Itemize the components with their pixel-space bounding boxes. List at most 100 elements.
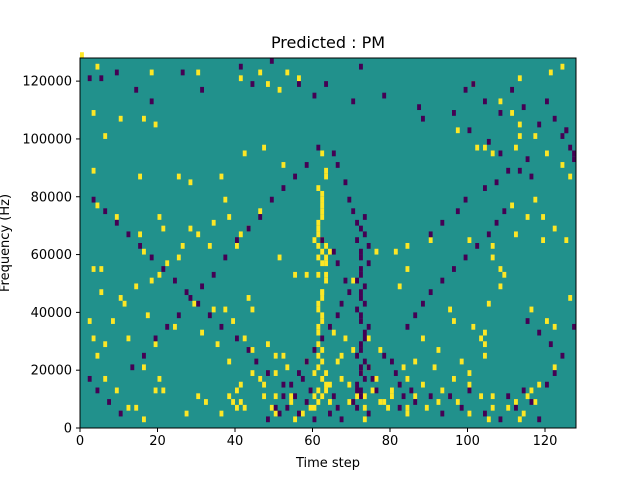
- heatmap-cell-positive: [114, 387, 119, 394]
- heatmap-cell-positive: [258, 375, 263, 382]
- heatmap-cell-positive: [452, 375, 456, 382]
- plot-frame: [79, 57, 577, 429]
- heatmap-cell-negative: [564, 127, 569, 134]
- heatmap-cell-negative: [196, 300, 201, 307]
- heatmap-cell-positive: [293, 271, 298, 278]
- heatmap-cell-positive: [339, 352, 344, 359]
- heatmap-cell-positive: [347, 381, 352, 388]
- heatmap-cell-negative: [200, 86, 205, 93]
- heatmap-cell-positive: [316, 364, 321, 371]
- heatmap-cell-positive: [320, 289, 325, 296]
- heatmap-cell-negative: [359, 341, 363, 348]
- heatmap-cell-positive: [200, 329, 205, 336]
- heatmap-cell-negative: [355, 387, 360, 394]
- heatmap-cell-negative: [211, 271, 216, 278]
- heatmap-cell-negative: [393, 370, 398, 376]
- heatmap-cell-positive: [486, 416, 491, 423]
- heatmap-cell-positive: [483, 352, 487, 359]
- heatmap-cell-negative: [258, 214, 263, 220]
- heatmap-cell-negative: [126, 231, 131, 238]
- heatmap-cell-positive: [397, 283, 402, 290]
- heatmap-cell-negative: [343, 179, 348, 186]
- heatmap-cell-negative: [572, 150, 577, 157]
- heatmap-cell-positive: [277, 86, 282, 93]
- heatmap-cell-positive: [196, 69, 201, 76]
- heatmap-cell-positive: [320, 358, 325, 365]
- heatmap-cell-positive: [459, 358, 464, 365]
- heatmap-cell-positive: [235, 387, 239, 394]
- heatmap-cell-negative: [281, 393, 286, 400]
- heatmap-cell-positive: [529, 306, 534, 313]
- heatmap-cell-negative: [188, 295, 193, 301]
- heatmap-cell-negative: [161, 266, 166, 272]
- heatmap-cell-positive: [320, 393, 325, 400]
- heatmap-cell-negative: [304, 358, 309, 365]
- x-tick-label: 100: [455, 434, 480, 449]
- heatmap-cell-positive: [231, 318, 236, 324]
- y-tick-label: 40000: [31, 306, 72, 321]
- heatmap-cell-positive: [176, 254, 181, 261]
- heatmap-cell-positive: [87, 318, 92, 324]
- heatmap-cell-negative: [238, 63, 243, 70]
- heatmap-cell-positive: [347, 399, 352, 405]
- heatmap-cell-positive: [498, 98, 503, 105]
- heatmap-cell-negative: [370, 375, 375, 382]
- heatmap-cell-positive: [428, 237, 433, 243]
- heatmap-cell-positive: [560, 63, 565, 70]
- heatmap-cell-negative: [537, 416, 542, 423]
- heatmap-cell-positive: [525, 393, 530, 400]
- heatmap-cell-positive: [366, 335, 371, 342]
- heatmap-cell-negative: [324, 81, 329, 87]
- heatmap-cell-negative: [173, 277, 177, 284]
- heatmap-cell-negative: [359, 225, 363, 232]
- heatmap-cell-positive: [483, 329, 487, 336]
- heatmap-cell-negative: [498, 416, 503, 423]
- heatmap-cell-negative: [293, 173, 298, 180]
- heatmap-cell-negative: [331, 150, 336, 157]
- heatmap-cell-negative: [138, 243, 143, 249]
- heatmap-cell-negative: [421, 115, 425, 122]
- heatmap-cell-positive: [316, 219, 321, 226]
- heatmap-cell-positive: [316, 323, 321, 330]
- heatmap-cell-negative: [142, 352, 146, 359]
- heatmap-cell-positive: [324, 173, 329, 180]
- heatmap-cell-positive: [246, 295, 251, 301]
- heatmap-cell-negative: [250, 81, 255, 87]
- heatmap-cell-negative: [273, 404, 278, 411]
- heatmap-cell-positive: [545, 318, 549, 324]
- heatmap-cell-positive: [99, 289, 104, 296]
- heatmap-cell-negative: [359, 271, 363, 278]
- heatmap-cell-negative: [335, 162, 340, 168]
- heatmap-cell-negative: [413, 312, 418, 319]
- heatmap-cell-negative: [545, 381, 549, 388]
- heatmap-cell-positive: [134, 404, 139, 411]
- heatmap-cell-negative: [560, 352, 565, 359]
- heatmap-cell-negative: [397, 381, 402, 388]
- heatmap-cell-positive: [483, 144, 487, 151]
- heatmap-cell-positive: [316, 399, 321, 405]
- heatmap-cell-positive: [490, 393, 495, 400]
- heatmap-cell-negative: [114, 69, 119, 76]
- heatmap-cell-positive: [91, 167, 96, 174]
- heatmap-cell-negative: [483, 410, 487, 417]
- heatmap-cell-negative: [428, 393, 433, 400]
- heatmap-cell-positive: [149, 277, 154, 284]
- heatmap-cell-positive: [308, 404, 313, 411]
- heatmap-cell-positive: [273, 370, 278, 376]
- heatmap-cell-negative: [374, 387, 379, 394]
- heatmap-cell-positive: [320, 202, 325, 209]
- heatmap-cell-positive: [560, 162, 565, 168]
- heatmap-cell-positive: [211, 306, 216, 313]
- heatmap-cell-negative: [517, 167, 522, 174]
- heatmap-cell-positive: [273, 410, 278, 417]
- heatmap-cell-positive: [312, 393, 317, 400]
- heatmap-cell-negative: [355, 237, 360, 243]
- heatmap-cell-positive: [258, 69, 263, 76]
- heatmap-cell-negative: [463, 196, 468, 203]
- heatmap-cell-positive: [138, 173, 143, 180]
- y-tick-label: 120000: [22, 75, 72, 90]
- heatmap-cell-negative: [149, 254, 154, 261]
- heatmap-cell-positive: [452, 318, 456, 324]
- heatmap-cell-positive: [320, 248, 325, 255]
- heatmap-cell-positive: [552, 323, 557, 330]
